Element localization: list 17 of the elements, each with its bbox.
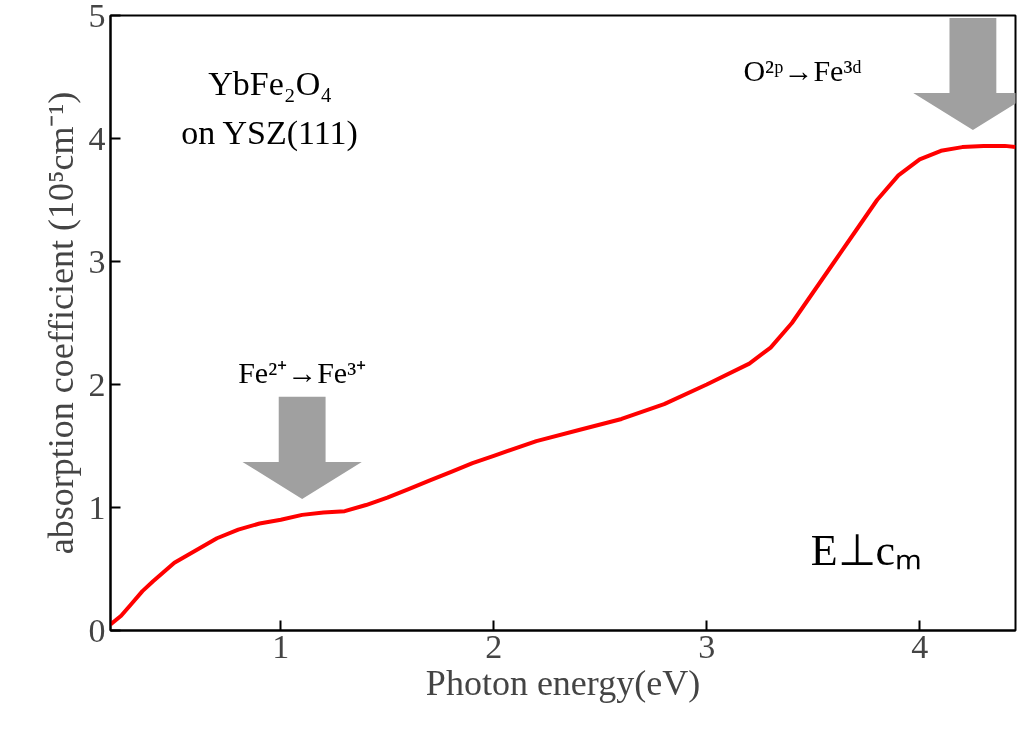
y-tick-label: 0	[88, 611, 106, 649]
y-tick-label: 2	[88, 365, 106, 403]
x-axis-title: Photon energy(eV)	[425, 662, 701, 703]
y-tick-label: 3	[88, 242, 106, 280]
y-tick-label: 1	[88, 488, 106, 526]
y-axis-title: absorption coefficient (10⁵cm⁻¹)	[40, 91, 81, 555]
annotation: YbFe₂O₄	[208, 64, 333, 102]
y-tick-label: 5	[88, 0, 106, 34]
x-tick-label: 2	[485, 627, 503, 665]
x-tick-label: 4	[911, 627, 929, 665]
x-tick-label: 1	[272, 627, 290, 665]
annotation: O²ᵖ→Fe³ᵈ	[743, 54, 862, 88]
annotation: E⊥cₘ	[810, 526, 923, 576]
y-tick-label: 4	[88, 119, 106, 157]
annotation: Fe²⁺→Fe³⁺	[238, 355, 367, 389]
x-tick-label: 3	[698, 627, 716, 665]
annotation: on YSZ(111)	[181, 113, 358, 152]
